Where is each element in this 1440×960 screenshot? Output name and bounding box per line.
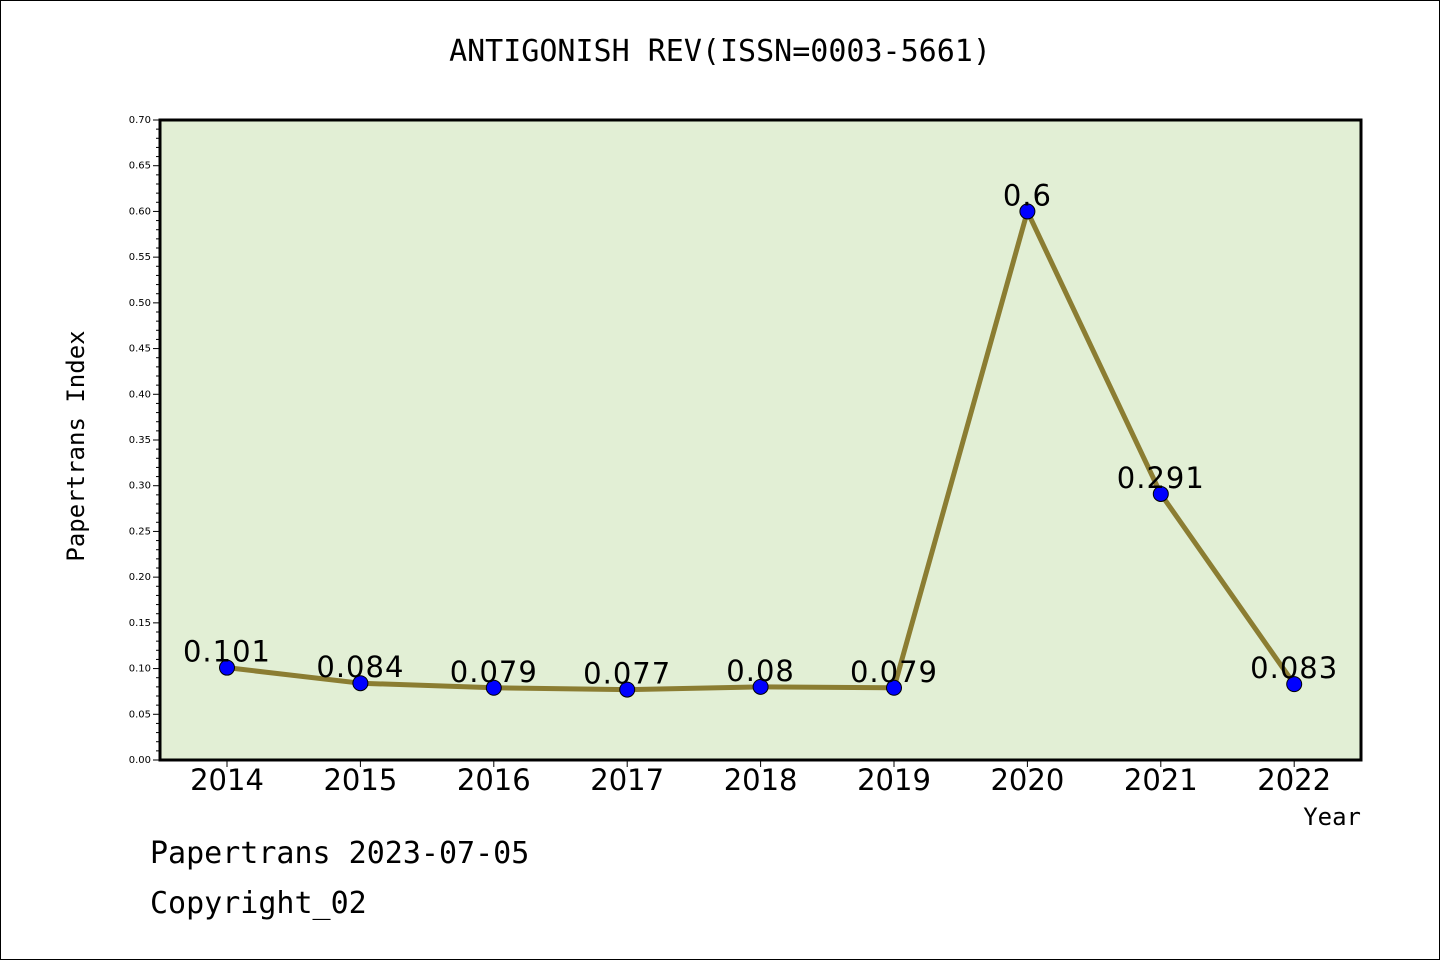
data-point (752, 678, 769, 695)
x-tick-label: 2022 (1257, 763, 1331, 797)
data-label: 0.079 (450, 655, 538, 689)
data-point (886, 679, 902, 696)
y-tick-label: 0.15 (129, 618, 151, 629)
x-tick-label: 2019 (857, 763, 931, 797)
y-axis: 0.00 0.05 0.10 0.15 0.20 0.25 0.30 0.35 0.40 0.45… (129, 115, 160, 766)
x-tick-label: 2016 (457, 763, 531, 797)
y-tick-label: 0.40 (129, 389, 151, 400)
data-point (619, 681, 636, 698)
x-tick-label: 2015 (323, 763, 397, 797)
chart-title: ANTIGONISH REV(ISSN=0003-5661) (449, 34, 991, 69)
y-tick-label: 0.60 (129, 206, 151, 217)
y-tick-label: 0.55 (129, 252, 151, 263)
data-point (1019, 203, 1036, 220)
data-label: 0.077 (583, 657, 671, 691)
x-tick-label: 2018 (724, 763, 798, 797)
series-group: 0.101 0.084 0.079 0.077 0.08 0.079 0.6 0.291 0.0… (183, 178, 1338, 698)
x-tick-label: 2014 (190, 763, 264, 797)
x-tick-label: 2017 (590, 763, 664, 797)
footer-date: Papertrans 2023-07-05 (150, 836, 530, 871)
data-label: 0.291 (1117, 461, 1205, 495)
data-point (1286, 676, 1303, 693)
y-tick-label: 0.10 (129, 664, 151, 675)
x-tick-label: 2020 (990, 763, 1064, 797)
footer-copyright: Copyright_02 (150, 886, 367, 921)
y-tick-label: 0.45 (129, 344, 151, 355)
data-point (219, 659, 235, 676)
x-tick-label: 2021 (1124, 763, 1198, 797)
y-tick-label: 0.50 (129, 298, 151, 309)
data-label: 0.079 (850, 655, 938, 689)
y-tick-label: 0.00 (129, 755, 151, 766)
x-axis: 2014 2015 2016 2017 2018 2019 2020 2021 2022 (190, 760, 1331, 797)
data-point (485, 679, 502, 696)
y-axis-label: Papertrans Index (62, 330, 90, 561)
plot-area (160, 120, 1361, 760)
y-tick-label: 0.20 (129, 572, 151, 583)
y-tick-label: 0.30 (129, 481, 151, 492)
y-tick-label: 0.65 (129, 161, 151, 172)
y-tick-label: 0.25 (129, 526, 151, 537)
y-tick-label: 0.70 (129, 115, 151, 126)
data-point (352, 675, 369, 692)
plot-border (158, 118, 1363, 762)
x-axis-label: Year (1303, 803, 1361, 831)
data-label: 0.101 (183, 635, 271, 669)
y-tick-label: 0.35 (129, 435, 151, 446)
data-label: 0.084 (316, 650, 404, 684)
data-label: 0.083 (1250, 651, 1338, 685)
data-point (1152, 485, 1169, 502)
data-label: 0.6 (1003, 178, 1052, 212)
data-label: 0.08 (726, 654, 795, 688)
y-tick-label: 0.05 (129, 709, 151, 720)
